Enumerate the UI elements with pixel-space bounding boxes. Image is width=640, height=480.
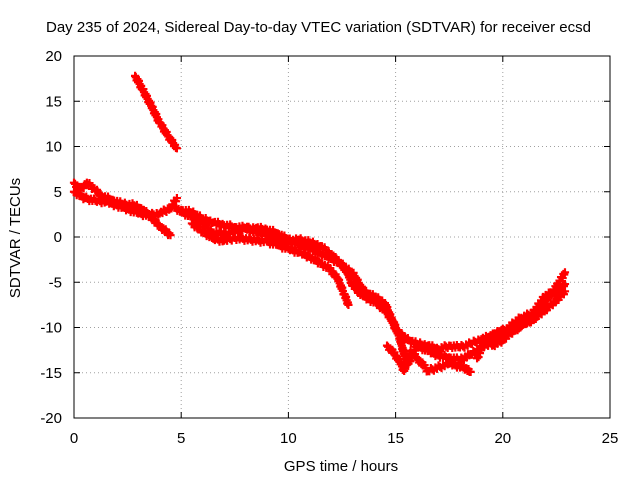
data-point	[344, 300, 353, 309]
y-tick-label: 10	[45, 139, 62, 156]
data-point	[560, 268, 570, 277]
chart-title: Day 235 of 2024, Sidereal Day-to-day VTE…	[46, 19, 591, 36]
data-point	[166, 231, 175, 240]
y-tick-label: -5	[49, 274, 62, 291]
series-arc	[131, 71, 182, 153]
series-arc	[382, 341, 475, 376]
series-arc	[487, 268, 570, 351]
x-axis-label: GPS time / hours	[284, 458, 398, 475]
data-point	[172, 193, 182, 203]
y-tick-label: 5	[54, 184, 62, 201]
y-axis-label: SDTVAR / TECUs	[7, 178, 24, 298]
data-point	[560, 279, 570, 289]
series-arc	[187, 219, 353, 309]
x-tick-label: 5	[177, 430, 185, 447]
y-tick-label: 0	[54, 229, 62, 246]
x-tick-label: 10	[280, 430, 297, 447]
data-point	[466, 367, 475, 376]
tick-labels: 0 5 10 15 20 25 -20 -15 -10 -5 0 5 10 15 20	[40, 48, 618, 447]
y-tick-label: -20	[40, 410, 62, 427]
data-points	[69, 71, 570, 376]
y-tick-label: 20	[45, 48, 62, 65]
series-arc	[69, 187, 182, 221]
y-tick-label: 15	[45, 93, 62, 110]
x-tick-label: 20	[494, 430, 511, 447]
x-tick-label: 25	[602, 430, 619, 447]
y-tick-label: -10	[40, 320, 62, 337]
x-tick-label: 15	[387, 430, 404, 447]
series-arc	[472, 279, 570, 363]
y-tick-label: -15	[40, 365, 62, 382]
x-tick-label: 0	[70, 430, 78, 447]
data-point	[172, 144, 182, 153]
